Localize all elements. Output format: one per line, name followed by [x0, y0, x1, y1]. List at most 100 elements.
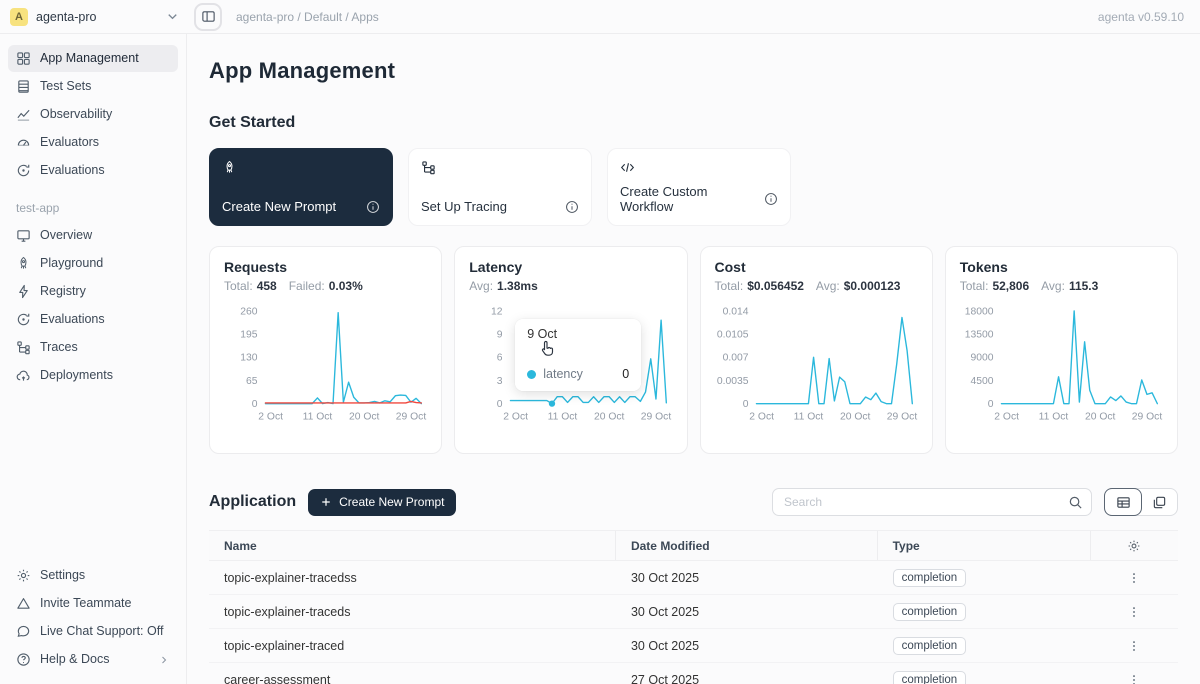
svg-text:2 Oct: 2 Oct — [504, 411, 529, 422]
sidebar-item-traces[interactable]: Traces — [8, 334, 178, 361]
get-started-card-create-custom-workflow[interactable]: Create Custom Workflow — [607, 148, 791, 226]
info-icon[interactable] — [565, 200, 579, 214]
svg-text:9: 9 — [497, 330, 503, 341]
chart-area[interactable]: 0.014 0.0105 0.007 0.0035 0 2 Oct 11 Oct 20 Oct… — [715, 303, 918, 433]
sidebar-item-label: App Management — [40, 51, 139, 65]
table-row[interactable]: topic-explainer-traceds 30 Oct 2025 comple… — [209, 595, 1178, 629]
app-name: topic-explainer-tracedss — [224, 570, 357, 585]
svg-text:0: 0 — [988, 399, 994, 410]
cost-chart[interactable]: 0.014 0.0105 0.007 0.0035 02 Oct 11 Oct 20 Oct… — [715, 303, 918, 433]
chart-area[interactable]: 12 9 6 3 0 2 Oct 11 Oct 20 Oct 29 Oct — [469, 303, 672, 433]
sidebar-item-observability[interactable]: Observability — [8, 101, 178, 128]
stat-metric: Total: 458 — [224, 279, 277, 293]
svg-text:130: 130 — [240, 353, 258, 364]
chart-tooltip: 9 Oct latency 0 — [515, 319, 642, 391]
stat-card-subtitle: Avg: 1.38ms — [469, 279, 672, 293]
stat-metric: Avg: 1.38ms — [469, 279, 538, 293]
get-started-cards: Create New Prompt Set Up Tracing Create Cu… — [209, 148, 1178, 226]
sidebar-item-app-management[interactable]: App Management — [8, 45, 178, 72]
table-row[interactable]: topic-explainer-tracedss 30 Oct 2025 compl… — [209, 561, 1178, 595]
sidebar-item-registry[interactable]: Registry — [8, 278, 178, 305]
sidebar-item-label: Deployments — [40, 368, 113, 382]
tree-icon — [421, 160, 436, 175]
chart-area[interactable]: 260 195 130 65 0 2 Oct 11 Oct 20 Oct 29 Oct — [224, 303, 427, 433]
kebab-menu-icon — [1127, 673, 1141, 684]
top-bar: A agenta-pro agenta-pro / Default / Apps… — [0, 0, 1200, 34]
monitor-icon — [16, 228, 31, 243]
app-type: completion — [878, 602, 1091, 621]
row-actions-button[interactable] — [1091, 571, 1178, 585]
stat-metric: Avg: $0.000123 — [815, 279, 901, 293]
column-header-date-modified[interactable]: Date Modified — [616, 531, 878, 560]
tooltip-value: 0 — [622, 367, 630, 381]
chevron-right-icon — [158, 654, 170, 666]
sidebar-item-deployments[interactable]: Deployments — [8, 362, 178, 389]
stat-metric: Avg: 115.3 — [1041, 279, 1099, 293]
cursor-hand-icon — [537, 339, 557, 359]
sidebar-item-overview[interactable]: Overview — [8, 222, 178, 249]
tokens-chart[interactable]: 18000 13500 9000 4500 02 Oct 11 Oct 20 Oct 29 O… — [960, 303, 1163, 433]
sidebar-item-playground[interactable]: Playground — [8, 250, 178, 277]
sidebar-item-evaluations[interactable]: Evaluations — [8, 306, 178, 333]
sidebar-item-test-sets[interactable]: Test Sets — [8, 73, 178, 100]
get-started-card-create-new-prompt[interactable]: Create New Prompt — [209, 148, 393, 226]
sidebar-collapse-button[interactable] — [194, 2, 222, 31]
card-view-icon — [1152, 495, 1167, 510]
sidebar-item-label: Live Chat Support: Off — [40, 624, 164, 638]
column-header-name[interactable]: Name — [209, 531, 616, 560]
sidebar-item-evaluators[interactable]: Evaluators — [8, 129, 178, 156]
column-header-settings[interactable] — [1091, 531, 1178, 560]
svg-text:12: 12 — [491, 306, 503, 317]
table-row[interactable]: career-assessment 27 Oct 2025 completion — [209, 663, 1178, 684]
sidebar-item-settings[interactable]: Settings — [8, 562, 178, 589]
svg-text:65: 65 — [246, 376, 258, 387]
svg-text:2 Oct: 2 Oct — [258, 411, 283, 422]
type-badge: completion — [892, 602, 967, 621]
sidebar-item-help-docs[interactable]: Help & Docs — [8, 646, 178, 673]
sidebar-item-live-chat-support-off[interactable]: Live Chat Support: Off — [8, 618, 178, 645]
svg-text:9000: 9000 — [970, 353, 993, 364]
app-name: topic-explainer-traced — [224, 638, 345, 653]
app-type: completion — [878, 636, 1091, 655]
stat-card-subtitle: Total: 52,806 Avg: 115.3 — [960, 279, 1163, 293]
workspace-selector[interactable]: A agenta-pro — [10, 7, 180, 26]
search-icon[interactable] — [1068, 495, 1083, 510]
svg-text:11 Oct: 11 Oct — [303, 411, 333, 422]
info-icon[interactable] — [764, 192, 778, 206]
search-input[interactable] — [772, 488, 1092, 516]
info-icon[interactable] — [366, 200, 380, 214]
table-body: topic-explainer-tracedss 30 Oct 2025 compl… — [209, 561, 1178, 684]
table-view-button[interactable] — [1104, 488, 1142, 516]
table-row[interactable]: topic-explainer-traced 30 Oct 2025 complet… — [209, 629, 1178, 663]
sidebar-item-invite-teammate[interactable]: Invite Teammate — [8, 590, 178, 617]
get-started-card-footer: Create New Prompt — [222, 199, 380, 214]
card-view-button[interactable] — [1140, 488, 1178, 516]
application-header: Application Create New Prompt — [209, 488, 1178, 516]
stat-card-latency: Latency Avg: 1.38ms 12 9 6 3 0 2 Oct 11 Oct 20 Oct… — [454, 246, 688, 454]
plus-icon — [320, 496, 332, 508]
svg-text:2 Oct: 2 Oct — [749, 411, 774, 422]
svg-text:20 Oct: 20 Oct — [349, 411, 380, 422]
sidebar-item-label: Registry — [40, 284, 86, 298]
rocket-icon — [222, 160, 237, 175]
svg-text:20 Oct: 20 Oct — [594, 411, 625, 422]
sidebar-item-evaluations[interactable]: Evaluations — [8, 157, 178, 184]
chart-area[interactable]: 18000 13500 9000 4500 0 2 Oct 11 Oct 20 Oct 29 O… — [960, 303, 1163, 433]
get-started-card-footer: Set Up Tracing — [421, 199, 579, 214]
column-header-type[interactable]: Type — [878, 531, 1091, 560]
create-new-prompt-button[interactable]: Create New Prompt — [308, 488, 457, 516]
breadcrumb: agenta-pro / Default / Apps — [236, 9, 379, 24]
view-toggle — [1104, 488, 1178, 516]
gear-icon — [1127, 539, 1141, 553]
svg-text:6: 6 — [497, 353, 503, 364]
svg-text:4500: 4500 — [970, 376, 993, 387]
grid-icon — [16, 51, 31, 66]
requests-chart[interactable]: 260 195 130 65 02 Oct 11 Oct 20 Oct 29 Oct — [224, 303, 427, 433]
get-started-card-set-up-tracing[interactable]: Set Up Tracing — [408, 148, 592, 226]
row-actions-button[interactable] — [1091, 673, 1178, 684]
row-actions-button[interactable] — [1091, 639, 1178, 653]
row-actions-button[interactable] — [1091, 605, 1178, 619]
stat-card-title: Requests — [224, 259, 288, 275]
app-date-modified: 30 Oct 2025 — [630, 604, 700, 619]
